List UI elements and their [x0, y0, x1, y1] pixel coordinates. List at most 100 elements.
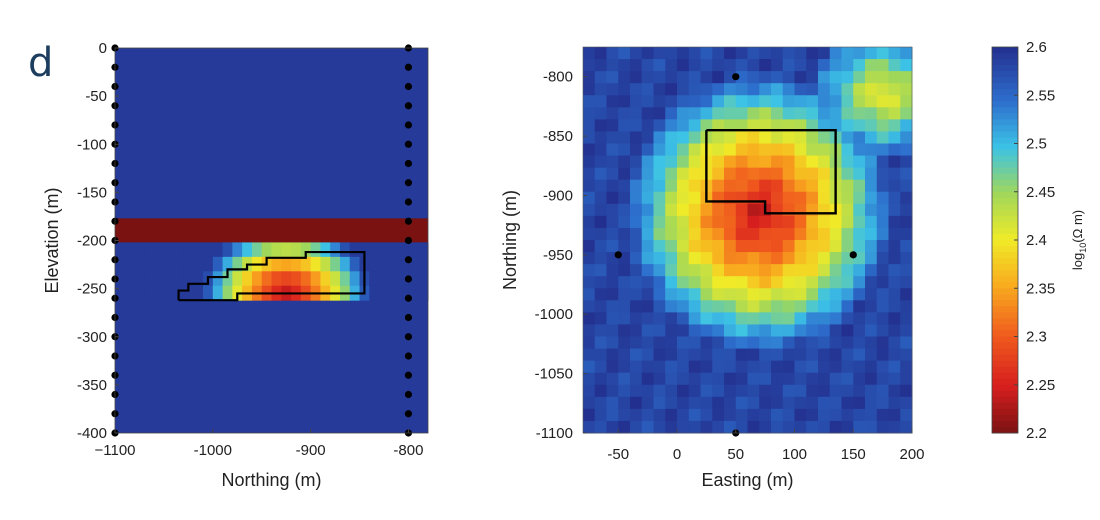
section-cell [222, 242, 233, 258]
plan-cell [688, 360, 701, 374]
plan-cell [888, 215, 901, 229]
plan-heatmap [583, 47, 913, 434]
plan-cell [665, 131, 678, 144]
plan-cell [618, 288, 631, 301]
section-cell [418, 285, 429, 301]
plan-cell [677, 300, 690, 313]
colorbar-gradient [991, 46, 1019, 434]
plan-cell [677, 167, 690, 181]
plan-cell [865, 312, 878, 325]
plan-cell [712, 59, 725, 72]
plan-cell [747, 312, 760, 325]
plan-cell [782, 131, 795, 144]
plan-cell [841, 155, 854, 169]
plan-cell [771, 312, 784, 325]
section-axes: −1100 -1000 -900 -800 0 -50 -100 -150 -200 -250 -3… [77, 40, 429, 459]
plan-cell [688, 312, 701, 325]
plan-cell [806, 312, 819, 325]
colorbar-cell [992, 167, 1018, 175]
section-cell [379, 242, 390, 258]
plan-cell [712, 95, 725, 108]
borehole-point [404, 140, 413, 148]
plan-x-tick-label: 100 [782, 446, 807, 463]
plan-cell [606, 215, 619, 229]
plan-cell [782, 360, 795, 374]
plan-cell [653, 252, 666, 265]
plan-cell [794, 312, 807, 325]
plan-cell [641, 408, 654, 422]
colorbar-tick-label: 2.5 [1026, 136, 1047, 153]
plan-cell [594, 203, 607, 217]
colorbar-cell [992, 119, 1018, 126]
plan-cell [782, 384, 795, 398]
plan-cell [653, 215, 666, 229]
section-cell [203, 242, 214, 258]
plan-cell [782, 324, 795, 337]
plan-cell [900, 71, 913, 84]
plan-cell [630, 300, 643, 313]
plan-cell [688, 83, 701, 96]
plan-cell [876, 47, 889, 60]
plan-cell [688, 119, 701, 132]
plan-cell [888, 131, 901, 144]
plan-cell [688, 276, 701, 289]
colorbar-cell [992, 227, 1018, 235]
plan-cell [735, 360, 748, 374]
plan-cell [759, 179, 772, 193]
plan-cell [900, 348, 913, 362]
plan-cell [806, 107, 819, 120]
plan-cell [747, 155, 760, 169]
plan-cell [665, 336, 678, 350]
plan-cell [724, 252, 737, 265]
plan-cell [700, 396, 713, 410]
plan-cell [818, 252, 831, 265]
plan-cell [806, 408, 819, 422]
section-cell [320, 256, 331, 272]
plan-cell [888, 348, 901, 362]
plan-cell [618, 107, 631, 120]
plan-cell [794, 348, 807, 362]
plan-cell [747, 131, 760, 144]
plan-cell [677, 276, 690, 289]
section-cell [408, 285, 419, 301]
plan-cell [665, 215, 678, 229]
plan-cell [794, 227, 807, 241]
section-cell [379, 271, 390, 287]
plan-cell [724, 131, 737, 144]
plan-cell [818, 360, 831, 374]
plan-cell [841, 119, 854, 132]
plan-cell [771, 372, 784, 386]
plan-cell [653, 372, 666, 386]
plan-cell [865, 83, 878, 96]
plan-cell [688, 179, 701, 193]
plan-cell [735, 384, 748, 398]
section-cell [408, 271, 419, 287]
plan-cell [700, 384, 713, 398]
plan-cell [594, 420, 607, 434]
plan-cell [665, 324, 678, 337]
plan-cell [806, 372, 819, 386]
plan-cell [724, 384, 737, 398]
plan-cell [782, 227, 795, 241]
section-cell [349, 256, 361, 272]
colorbar-cell [992, 366, 1018, 374]
plan-cell [653, 131, 666, 144]
plan-cell [724, 312, 737, 325]
plan-cell [747, 167, 760, 181]
colorbar-cell [992, 65, 1018, 72]
plan-cell [841, 336, 854, 350]
section-cell [388, 271, 400, 287]
plan-cell [688, 191, 701, 205]
section-cell [281, 242, 292, 258]
plan-cell [888, 119, 901, 132]
plan-cell [665, 360, 678, 374]
section-y-tick-label: -350 [77, 377, 107, 394]
section-cell [310, 256, 321, 272]
plan-cell [653, 107, 666, 120]
section-y-tick-label: -150 [77, 184, 107, 201]
plan-cell [630, 179, 643, 193]
section-cell [115, 271, 126, 287]
plan-cell [735, 119, 748, 132]
plan-cell [771, 227, 784, 241]
colorbar-cell [992, 408, 1018, 416]
